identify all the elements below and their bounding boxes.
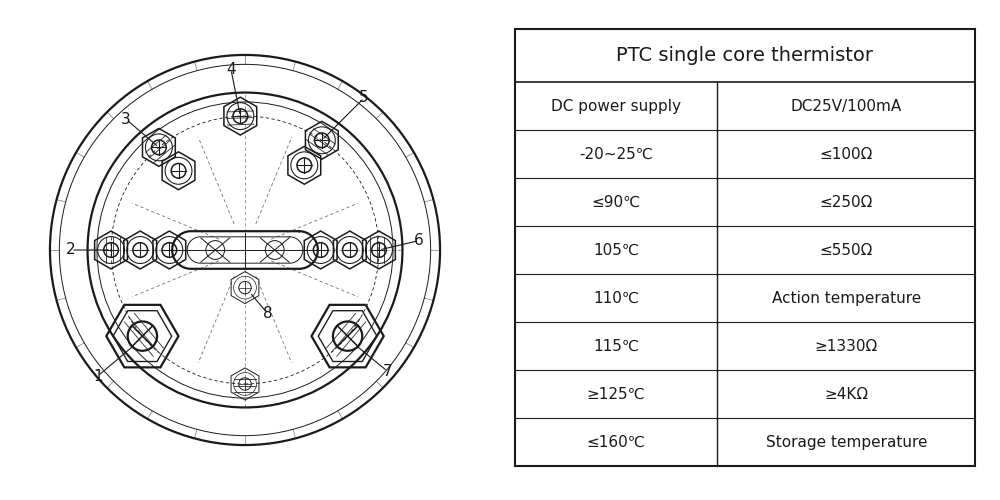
Text: ≤160℃: ≤160℃ bbox=[587, 434, 645, 450]
Text: 8: 8 bbox=[263, 306, 272, 321]
Text: 110℃: 110℃ bbox=[593, 290, 639, 306]
Text: ≥125℃: ≥125℃ bbox=[587, 386, 645, 402]
Text: 3: 3 bbox=[121, 112, 131, 126]
Text: 115℃: 115℃ bbox=[593, 338, 639, 353]
Text: -20~25℃: -20~25℃ bbox=[579, 147, 653, 162]
Text: 7: 7 bbox=[383, 364, 392, 379]
Text: Storage temperature: Storage temperature bbox=[766, 434, 927, 450]
Text: 2: 2 bbox=[66, 242, 76, 258]
Text: DC power supply: DC power supply bbox=[551, 99, 681, 114]
Text: 105℃: 105℃ bbox=[593, 243, 639, 258]
Text: ≤250Ω: ≤250Ω bbox=[820, 195, 873, 210]
Text: 1: 1 bbox=[93, 368, 103, 384]
Text: ≤90℃: ≤90℃ bbox=[591, 195, 641, 210]
Text: ≥4KΩ: ≥4KΩ bbox=[824, 386, 868, 402]
Text: ≤550Ω: ≤550Ω bbox=[820, 243, 873, 258]
Text: 6: 6 bbox=[414, 233, 424, 248]
Text: ≤100Ω: ≤100Ω bbox=[820, 147, 873, 162]
Text: 5: 5 bbox=[359, 90, 369, 106]
Text: DC25V/100mA: DC25V/100mA bbox=[791, 99, 902, 114]
Text: 4: 4 bbox=[226, 62, 236, 76]
Text: PTC single core thermistor: PTC single core thermistor bbox=[616, 46, 874, 65]
Text: Action temperature: Action temperature bbox=[772, 290, 921, 306]
Text: ≥1330Ω: ≥1330Ω bbox=[815, 338, 878, 353]
